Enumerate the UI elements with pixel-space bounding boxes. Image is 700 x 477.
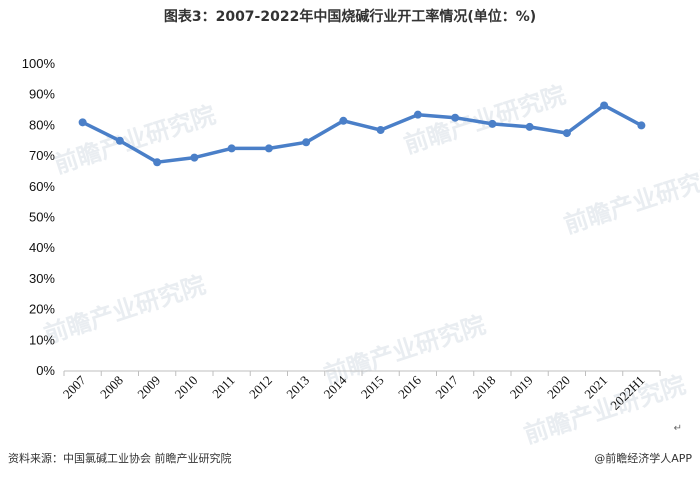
source-note: 资料来源：中国氯碱工业协会 前瞻产业研究院 [8,452,232,465]
x-tick-label: 2014 [321,372,350,401]
x-tick-label: 2015 [358,373,387,402]
series-line [80,103,644,164]
data-point [115,136,124,145]
data-point [488,119,497,128]
brand-label: @前瞻经济学人APP [594,452,692,465]
y-tick-label: 10% [29,332,55,347]
y-tick-label: 60% [29,179,55,194]
y-tick-label: 40% [29,240,55,255]
x-tick-label: 2019 [507,373,536,402]
data-point [227,144,236,153]
data-point [153,158,162,167]
x-tick-label: 2012 [246,373,275,402]
data-point [190,153,199,162]
data-point [78,118,87,127]
x-tick-label: 2013 [283,373,312,402]
y-tick-label: 30% [29,271,55,286]
data-point [562,129,571,138]
data-point [413,110,422,119]
data-point [600,101,609,110]
data-point [376,126,385,135]
x-tick-label: 2022H1 [607,373,647,413]
x-tick-label: 2016 [395,372,424,401]
x-tick-label: 2020 [544,373,573,402]
y-tick-label: 100% [22,56,56,71]
data-point [302,138,311,147]
y-tick-label: 20% [29,302,55,317]
x-tick-label: 2010 [172,373,201,402]
y-tick-label: 50% [29,210,55,225]
y-tick-label: 0% [36,363,55,378]
x-tick-label: 2018 [470,373,499,402]
x-tick-label: 2017 [432,372,461,401]
y-tick-label: 70% [29,148,55,163]
data-point [525,122,534,131]
y-tick-label: 90% [29,87,55,102]
x-tick-label: 2008 [97,373,126,402]
data-point [264,144,273,153]
x-tick-label: 2021 [581,373,610,402]
data-point [637,121,646,130]
x-tick-label: 2009 [134,373,163,402]
return-mark: ↵ [673,423,682,434]
x-tick-label: 2011 [209,373,238,402]
y-tick-label: 80% [29,117,55,132]
x-tick-label: 2007 [60,372,89,401]
chart-title: 图表3：2007-2022年中国烧碱行业开工率情况(单位：%) [163,9,537,25]
data-point [339,116,348,125]
data-point [451,113,460,122]
